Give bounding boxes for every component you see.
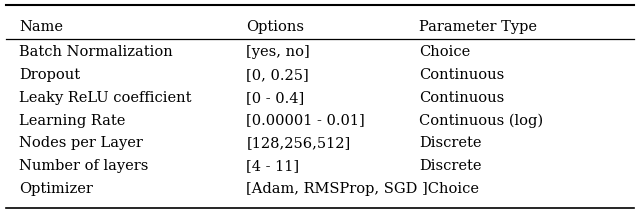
Text: [Adam, RMSProp, SGD ]Choice: [Adam, RMSProp, SGD ]Choice (246, 182, 479, 196)
Text: Dropout: Dropout (19, 68, 81, 82)
Text: Discrete: Discrete (419, 136, 482, 150)
Text: Discrete: Discrete (419, 159, 482, 173)
Text: Name: Name (19, 20, 63, 34)
Text: [0 - 0.4]: [0 - 0.4] (246, 91, 305, 105)
Text: Continuous: Continuous (419, 91, 504, 105)
Text: Optimizer: Optimizer (19, 182, 93, 196)
Text: [4 - 11]: [4 - 11] (246, 159, 300, 173)
Text: Continuous (log): Continuous (log) (419, 113, 543, 128)
Text: Continuous: Continuous (419, 68, 504, 82)
Text: [yes, no]: [yes, no] (246, 45, 310, 59)
Text: Parameter Type: Parameter Type (419, 20, 537, 34)
Text: [0.00001 - 0.01]: [0.00001 - 0.01] (246, 114, 365, 128)
Text: Learning Rate: Learning Rate (19, 114, 125, 128)
Text: Nodes per Layer: Nodes per Layer (19, 136, 143, 150)
Text: Batch Normalization: Batch Normalization (19, 45, 173, 59)
Text: [128,256,512]: [128,256,512] (246, 136, 351, 150)
Text: Options: Options (246, 20, 305, 34)
Text: Number of layers: Number of layers (19, 159, 148, 173)
Text: Choice: Choice (419, 45, 470, 59)
Text: [0, 0.25]: [0, 0.25] (246, 68, 309, 82)
Text: Leaky ReLU coefficient: Leaky ReLU coefficient (19, 91, 192, 105)
